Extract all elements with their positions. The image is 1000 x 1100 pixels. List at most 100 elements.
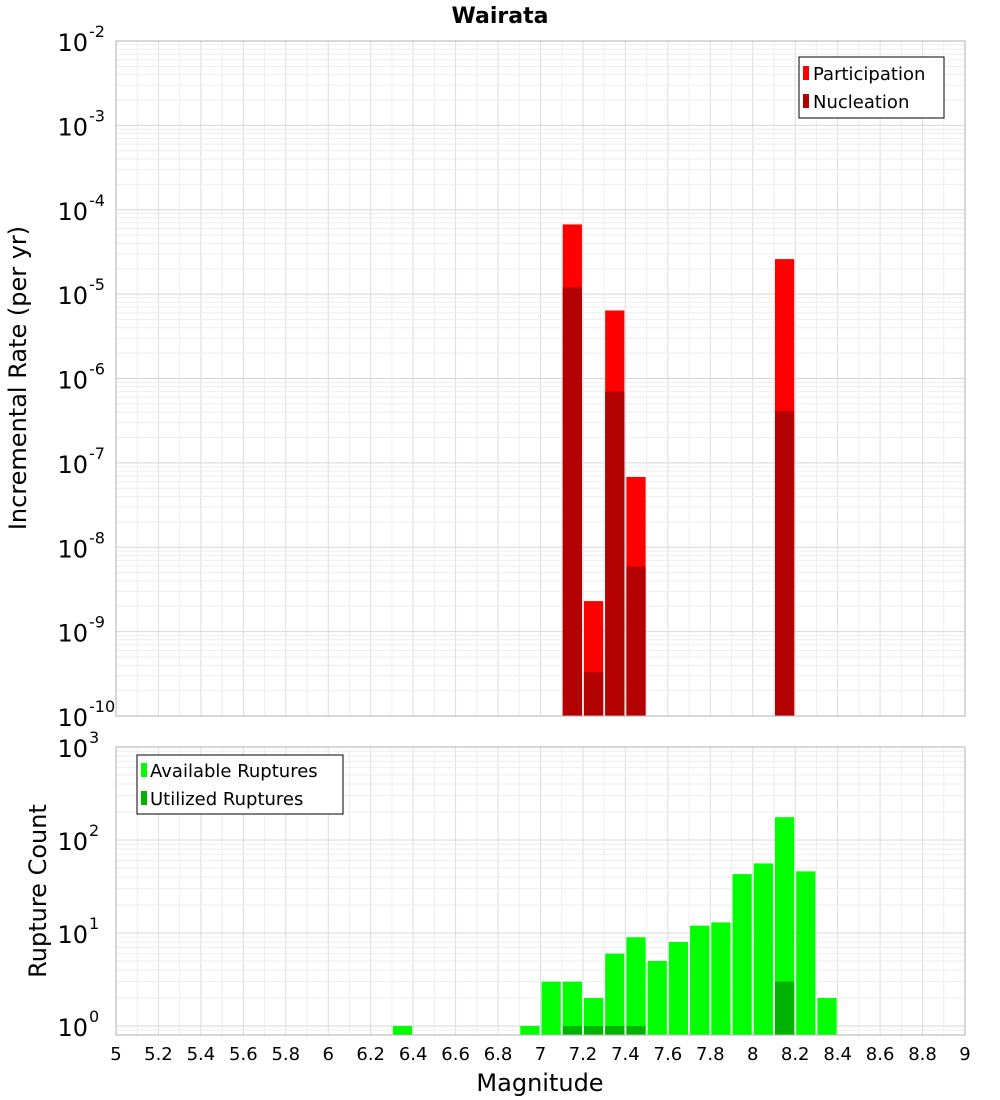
rate-nucleation-bar bbox=[583, 672, 604, 716]
y-tick-label: 10 bbox=[57, 113, 88, 141]
y-tick-exponent: 3 bbox=[89, 728, 99, 747]
count-available-ruptures-bar bbox=[605, 953, 625, 1035]
rate-nucleation-bar bbox=[774, 411, 795, 716]
rate-legend-box bbox=[798, 56, 945, 119]
y-tick-label: 10 bbox=[57, 921, 88, 949]
count-available-ruptures-bar bbox=[796, 871, 816, 1035]
chart-title: Wairata bbox=[452, 4, 549, 29]
x-tick-label: 8.6 bbox=[866, 1044, 895, 1065]
x-tick-label: 7.2 bbox=[569, 1044, 598, 1065]
y-tick-label: 10 bbox=[57, 535, 88, 563]
participation-legend-label: Participation bbox=[813, 64, 925, 85]
y-tick-exponent: -2 bbox=[89, 22, 105, 41]
y-tick-exponent: -7 bbox=[89, 444, 105, 463]
count-utilized-ruptures-bar bbox=[583, 1025, 604, 1035]
y-tick-label: 10 bbox=[57, 735, 88, 763]
x-tick-label: 6 bbox=[323, 1044, 334, 1065]
count-available-ruptures-bar bbox=[753, 863, 773, 1035]
count-legend-box bbox=[136, 754, 344, 815]
y-tick-label: 10 bbox=[57, 451, 88, 479]
count-plot-border bbox=[115, 746, 966, 1036]
x-tick-label: 7 bbox=[535, 1044, 546, 1065]
count-available-ruptures-bar bbox=[583, 997, 604, 1035]
x-tick-label: 7.8 bbox=[696, 1044, 725, 1065]
y-tick-label: 10 bbox=[57, 367, 88, 395]
y-tick-exponent: -4 bbox=[89, 191, 105, 210]
y-tick-label: 10 bbox=[57, 198, 88, 226]
y-tick-exponent: -6 bbox=[89, 360, 105, 379]
x-tick-label: 6.4 bbox=[399, 1044, 428, 1065]
count-available-ruptures-bar bbox=[711, 922, 731, 1035]
count-available-ruptures-bar bbox=[732, 874, 752, 1035]
count-available-ruptures-bar bbox=[562, 981, 582, 1035]
participation-legend-swatch bbox=[803, 66, 809, 80]
count-utilized-ruptures-bar bbox=[562, 1025, 582, 1035]
y-tick-label: 10 bbox=[57, 1014, 88, 1042]
rate-plot-border bbox=[115, 40, 966, 717]
y-tick-label: 10 bbox=[57, 704, 88, 732]
y-tick-exponent: -10 bbox=[89, 697, 115, 716]
count-available-ruptures-bar bbox=[626, 937, 646, 1035]
count-available-ruptures-bar bbox=[774, 817, 795, 1035]
count-utilized-ruptures-bar bbox=[626, 1025, 646, 1035]
count-available-ruptures-bar bbox=[520, 1025, 540, 1035]
utilized-ruptures-legend-label: Utilized Ruptures bbox=[150, 789, 303, 810]
count-utilized-ruptures-bar bbox=[774, 981, 795, 1035]
x-tick-label: 7.6 bbox=[654, 1044, 683, 1065]
nucleation-legend-swatch bbox=[803, 94, 809, 108]
x-ticks: 5 5.2 5.4 5.6 5.8 6 6.2 6.4 6.6 6.8 7 7.2 7.4 7.6 7.8 8… bbox=[110, 1044, 970, 1065]
rate-nucleation-bar bbox=[626, 566, 646, 716]
x-tick-label: 5 bbox=[110, 1044, 121, 1065]
rate-y-axis-label: Incremental Rate (per yr) bbox=[4, 226, 32, 530]
y-tick-exponent: -8 bbox=[89, 528, 105, 547]
count-available-ruptures-bar bbox=[668, 942, 689, 1035]
x-axis-label: Magnitude bbox=[476, 1069, 603, 1097]
count-available-ruptures-bar bbox=[817, 997, 837, 1035]
x-tick-label: 8.2 bbox=[781, 1044, 810, 1065]
y-tick-label: 10 bbox=[57, 620, 88, 648]
x-tick-label: 6.2 bbox=[356, 1044, 385, 1065]
x-tick-label: 5.8 bbox=[271, 1044, 300, 1065]
count-available-ruptures-bar bbox=[392, 1025, 413, 1035]
y-tick-exponent: 2 bbox=[89, 821, 99, 840]
y-tick-label: 10 bbox=[57, 828, 88, 856]
x-tick-label: 5.6 bbox=[229, 1044, 258, 1065]
available-ruptures-legend-label: Available Ruptures bbox=[150, 761, 318, 782]
nucleation-legend-label: Nucleation bbox=[813, 92, 909, 113]
x-tick-label: 7.4 bbox=[611, 1044, 640, 1065]
count-available-ruptures-bar bbox=[541, 981, 561, 1035]
x-tick-label: 9 bbox=[959, 1044, 970, 1065]
x-tick-label: 8.8 bbox=[908, 1044, 937, 1065]
rate-bars bbox=[562, 224, 795, 717]
x-tick-label: 5.4 bbox=[187, 1044, 216, 1065]
y-tick-exponent: -3 bbox=[89, 106, 105, 125]
x-tick-label: 8.4 bbox=[823, 1044, 852, 1065]
rate-nucleation-bar bbox=[562, 287, 582, 716]
x-tick-label: 8 bbox=[747, 1044, 758, 1065]
count-utilized-ruptures-bar bbox=[605, 1025, 625, 1035]
count-legend: Available Ruptures Utilized Ruptures bbox=[136, 754, 344, 815]
count-available-ruptures-bar bbox=[690, 925, 710, 1035]
rate-grid bbox=[115, 40, 966, 717]
utilized-ruptures-legend-swatch bbox=[141, 791, 147, 805]
rate-legend: Participation Nucleation bbox=[798, 56, 945, 119]
y-tick-exponent: 1 bbox=[89, 914, 99, 933]
y-tick-label: 10 bbox=[57, 29, 88, 57]
x-tick-label: 6.6 bbox=[441, 1044, 470, 1065]
y-tick-exponent: 0 bbox=[89, 1007, 99, 1026]
y-tick-exponent: -5 bbox=[89, 275, 105, 294]
x-tick-label: 5.2 bbox=[144, 1044, 173, 1065]
y-tick-exponent: -9 bbox=[89, 613, 105, 632]
rate-nucleation-bar bbox=[605, 391, 625, 716]
x-tick-label: 6.8 bbox=[484, 1044, 513, 1065]
count-bars bbox=[392, 817, 837, 1035]
count-available-ruptures-bar bbox=[647, 960, 667, 1035]
available-ruptures-legend-swatch bbox=[141, 763, 147, 777]
count-y-axis-label: Rupture Count bbox=[24, 804, 52, 978]
y-tick-label: 10 bbox=[57, 282, 88, 310]
